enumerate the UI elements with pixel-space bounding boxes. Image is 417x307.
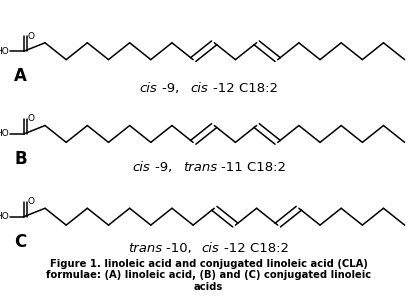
Text: cis: cis bbox=[140, 82, 157, 95]
Text: -12 C18:2: -12 C18:2 bbox=[213, 82, 278, 95]
Text: -10,: -10, bbox=[166, 242, 196, 255]
Text: -12 C18:2: -12 C18:2 bbox=[224, 242, 289, 255]
Text: -11 C18:2: -11 C18:2 bbox=[221, 161, 286, 173]
Text: HO: HO bbox=[0, 212, 9, 221]
Text: cis: cis bbox=[202, 242, 219, 255]
Text: O: O bbox=[28, 32, 35, 41]
Text: HO: HO bbox=[0, 130, 9, 138]
Text: acids: acids bbox=[194, 282, 223, 292]
Text: Figure 1. linoleic acid and conjugated linoleic acid (CLA): Figure 1. linoleic acid and conjugated l… bbox=[50, 259, 367, 269]
Text: formulae: (A) linoleic acid, (B) and (C) conjugated linoleic: formulae: (A) linoleic acid, (B) and (C)… bbox=[46, 270, 371, 280]
Text: A: A bbox=[14, 67, 27, 85]
Text: trans: trans bbox=[128, 242, 163, 255]
Text: O: O bbox=[28, 114, 35, 123]
Text: HO: HO bbox=[0, 47, 9, 56]
Text: trans: trans bbox=[183, 161, 217, 173]
Text: C: C bbox=[14, 233, 27, 251]
Text: B: B bbox=[14, 150, 27, 168]
Text: cis: cis bbox=[132, 161, 150, 173]
Text: cis: cis bbox=[191, 82, 208, 95]
Text: -9,: -9, bbox=[155, 161, 176, 173]
Text: -9,: -9, bbox=[162, 82, 183, 95]
Text: O: O bbox=[28, 197, 35, 206]
